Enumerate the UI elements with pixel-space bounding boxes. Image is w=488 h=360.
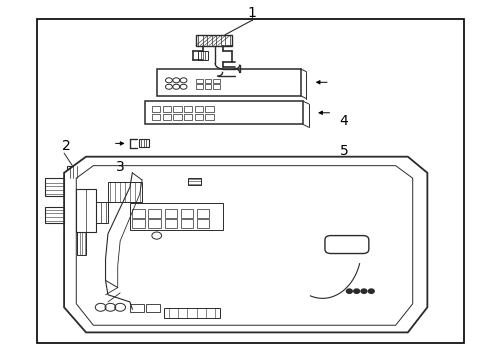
Bar: [194, 107, 203, 112]
Bar: [44, 178, 64, 196]
Bar: [213, 84, 220, 89]
Bar: [198, 51, 207, 60]
Bar: [76, 189, 96, 232]
Circle shape: [346, 289, 351, 293]
Circle shape: [360, 289, 366, 293]
Bar: [132, 220, 144, 228]
Bar: [77, 232, 86, 255]
Bar: [180, 220, 192, 228]
FancyBboxPatch shape: [325, 235, 368, 253]
Bar: [130, 304, 143, 312]
Bar: [37, 19, 463, 343]
Bar: [164, 220, 176, 228]
Bar: [204, 78, 211, 83]
Bar: [183, 107, 192, 112]
Bar: [173, 114, 181, 120]
Bar: [188, 178, 200, 185]
Circle shape: [367, 289, 373, 293]
Bar: [148, 209, 160, 218]
Bar: [195, 78, 202, 83]
Bar: [96, 202, 108, 223]
Text: 3: 3: [116, 161, 125, 175]
Bar: [44, 207, 64, 223]
Bar: [183, 114, 192, 120]
Bar: [152, 107, 160, 112]
Bar: [152, 114, 160, 120]
Bar: [196, 209, 208, 218]
Bar: [144, 101, 303, 125]
Bar: [162, 107, 170, 112]
Bar: [194, 114, 203, 120]
Bar: [157, 69, 300, 96]
Bar: [66, 166, 79, 178]
Bar: [196, 220, 208, 228]
Bar: [163, 308, 220, 318]
Bar: [205, 114, 213, 120]
Bar: [108, 182, 142, 202]
Text: 1: 1: [247, 6, 256, 20]
Bar: [204, 84, 211, 89]
Bar: [68, 178, 77, 184]
Bar: [132, 209, 144, 218]
Bar: [162, 114, 170, 120]
Bar: [146, 304, 159, 312]
Bar: [173, 107, 181, 112]
Bar: [164, 209, 176, 218]
Bar: [205, 107, 213, 112]
Text: 2: 2: [62, 139, 71, 153]
Text: 4: 4: [339, 114, 347, 128]
Bar: [195, 36, 232, 45]
Text: 5: 5: [339, 144, 347, 158]
Bar: [148, 220, 160, 228]
Bar: [213, 78, 220, 83]
Bar: [180, 209, 192, 218]
Polygon shape: [64, 157, 427, 332]
Bar: [130, 203, 222, 230]
Circle shape: [353, 289, 359, 293]
Bar: [139, 139, 149, 147]
Bar: [195, 84, 202, 89]
